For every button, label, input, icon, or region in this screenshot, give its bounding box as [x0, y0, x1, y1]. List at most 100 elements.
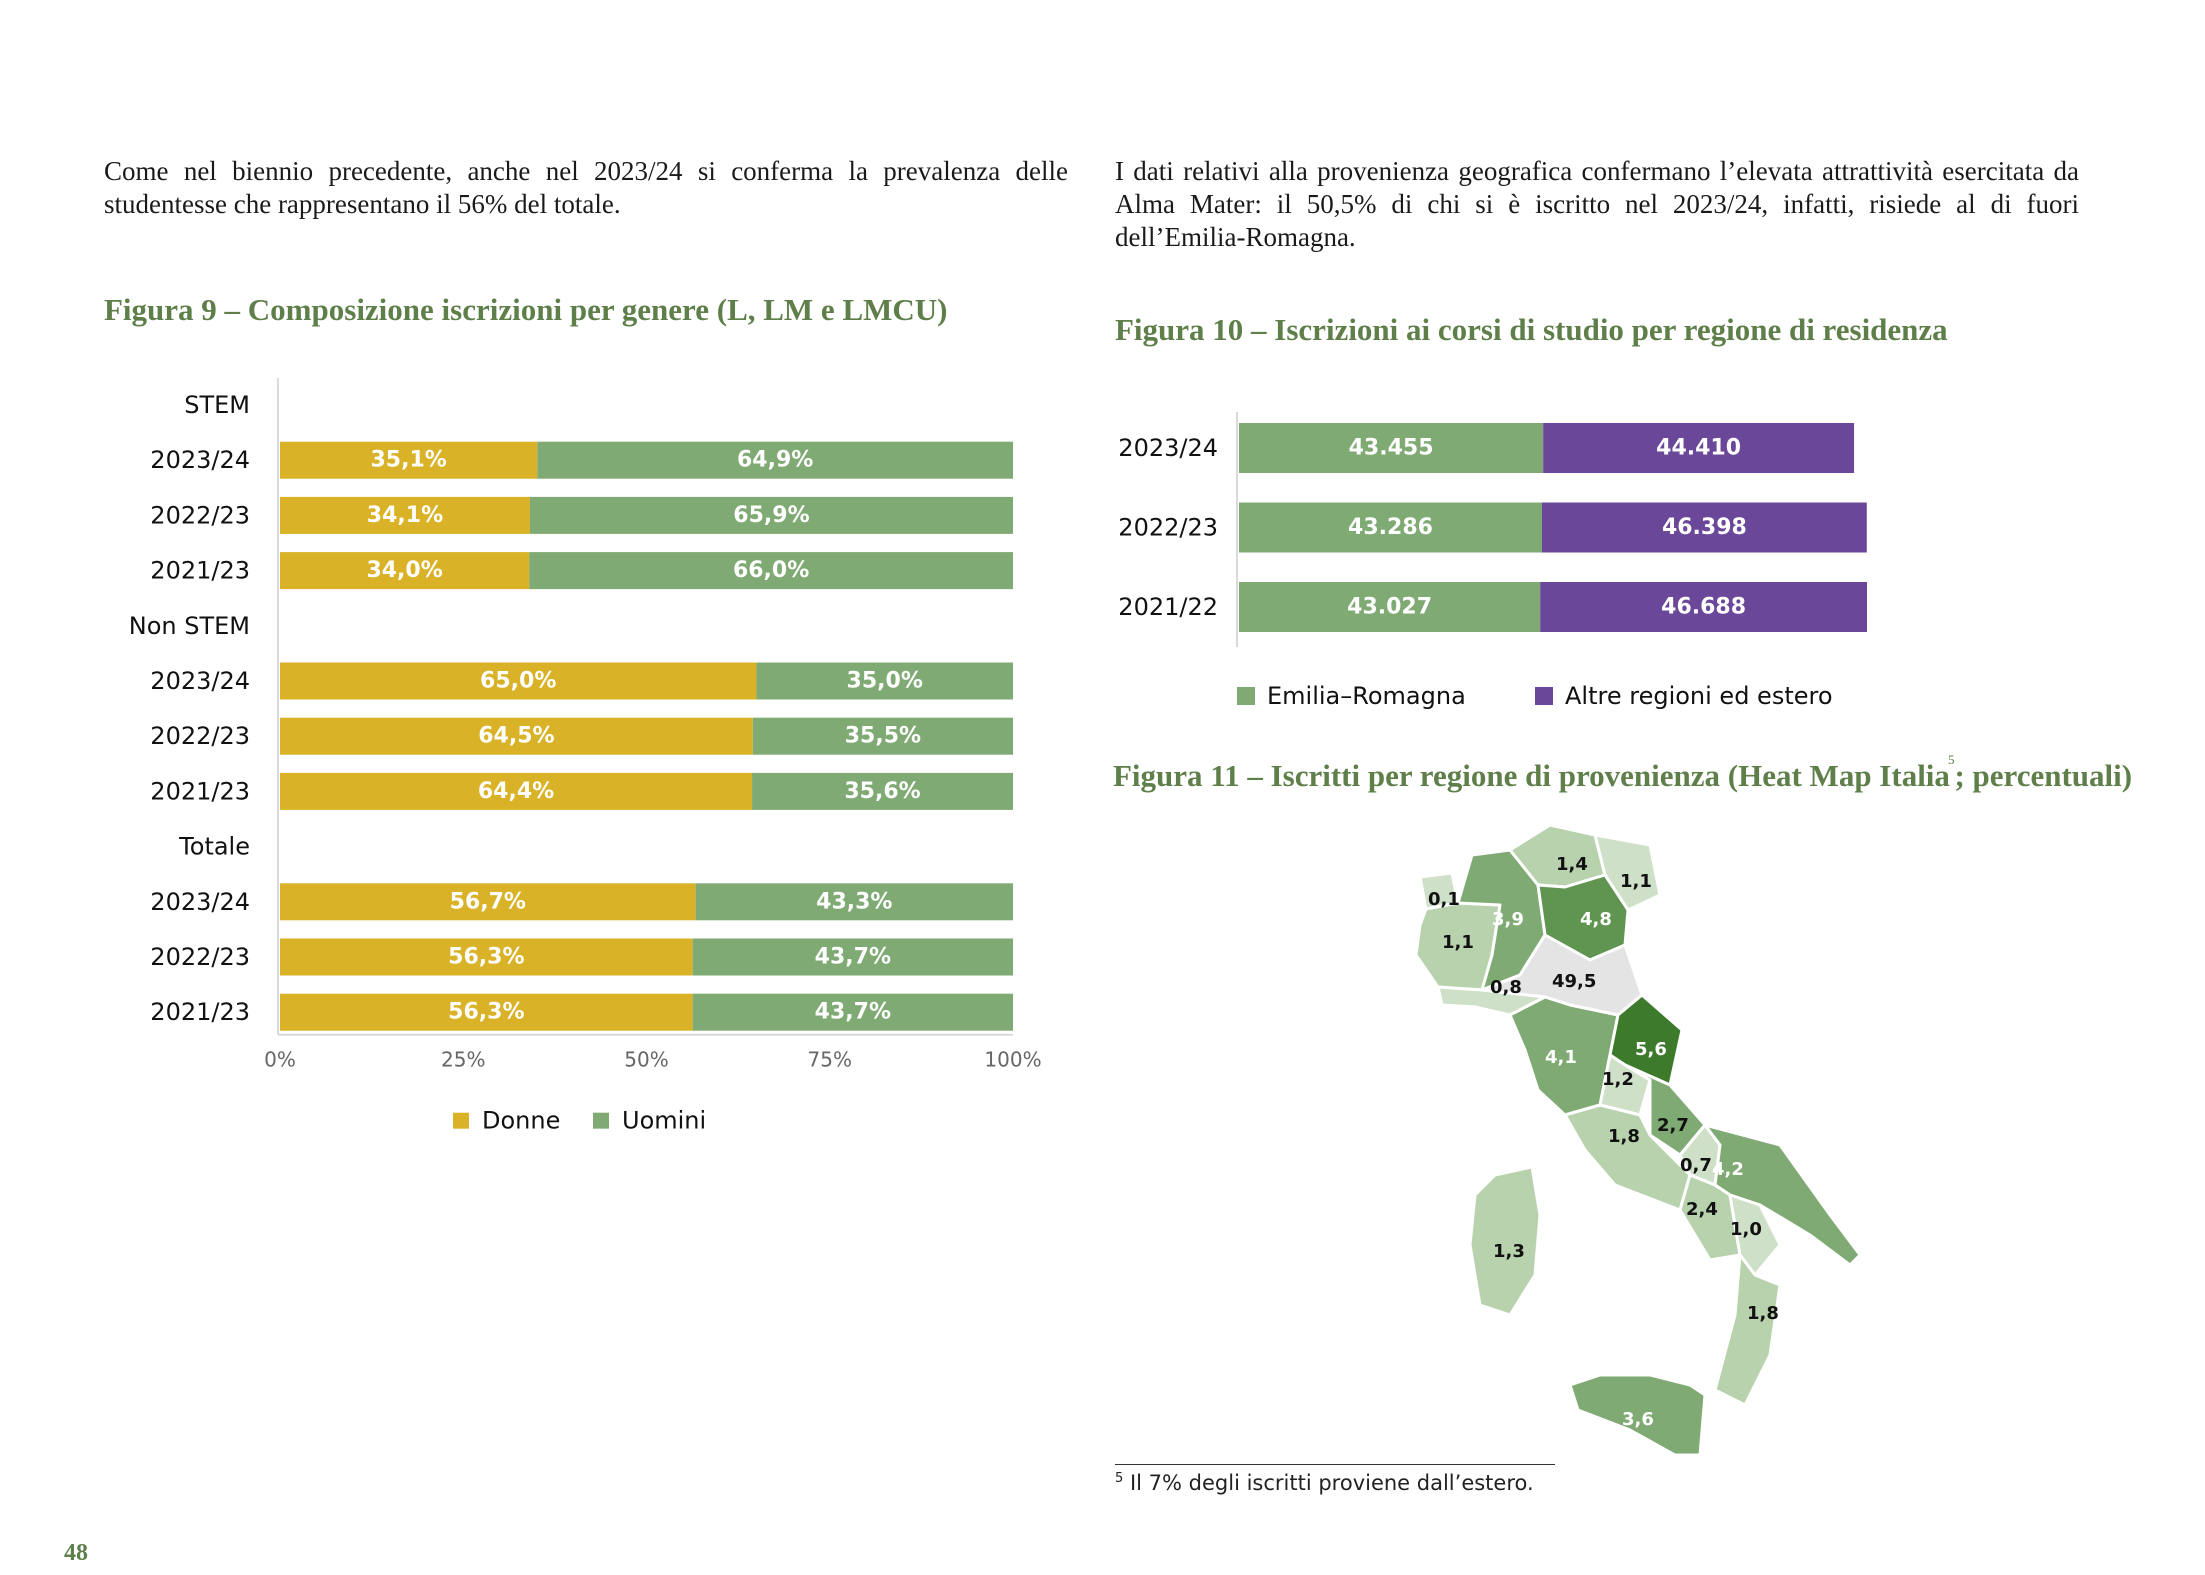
- value-donne-g2-r0: 56,7%: [450, 889, 526, 914]
- legend-label-donne: Donne: [482, 1107, 560, 1135]
- label-lazio: 1,8: [1608, 1126, 1640, 1147]
- fig10-legend-label-altre: Altre regioni ed estero: [1565, 682, 1833, 710]
- label-veneto: 4,8: [1580, 909, 1612, 930]
- fig10-bar-emilia-1: [1239, 502, 1543, 553]
- bar-uomini-g2-r1: [692, 938, 1013, 976]
- row-label-g0-r1: 2022/23: [150, 501, 250, 529]
- fig10-category-1: 2022/23: [1118, 514, 1218, 542]
- fig10-bar-emilia-2: [1239, 582, 1541, 632]
- label-umbria: 1,2: [1602, 1069, 1634, 1090]
- value-uomini-g2-r0: 43,3%: [816, 889, 892, 914]
- label-basilicata: 1,0: [1730, 1219, 1762, 1240]
- label-toscana: 4,1: [1545, 1047, 1577, 1068]
- fig10-bar-emilia-0: [1239, 423, 1544, 473]
- fig10-value-altre-1: 46.398: [1662, 515, 1747, 540]
- value-donne-g1-r0: 65,0%: [480, 669, 556, 694]
- fig10-category-2: 2021/22: [1118, 593, 1218, 621]
- legend-swatch-donne: [453, 1112, 469, 1129]
- value-donne-g1-r1: 64,5%: [478, 724, 554, 749]
- row-label-g2-r0: 2023/24: [150, 888, 250, 916]
- fig10-value-altre-2: 46.688: [1661, 595, 1746, 620]
- bar-uomini-g0-r1: [529, 496, 1013, 534]
- value-uomini-g0-r2: 66,0%: [733, 558, 809, 583]
- italy-map: [1414, 823, 1862, 1457]
- value-donne-g1-r2: 64,4%: [478, 779, 554, 804]
- bar-donne-g0-r0: [280, 441, 538, 479]
- label-trentino: 1,4: [1556, 854, 1588, 875]
- footnote: 5 Il 7% degli iscritti proviene dall’est…: [1115, 1471, 1534, 1495]
- value-uomini-g1-r2: 35,6%: [844, 779, 920, 804]
- label-abruzzo: 2,7: [1657, 1115, 1689, 1136]
- x-tick-2: 50%: [624, 1048, 668, 1072]
- value-uomini-g0-r1: 65,9%: [733, 503, 809, 528]
- group-label-non-stem: Non STEM: [129, 612, 250, 640]
- value-donne-g0-r1: 34,1%: [367, 503, 443, 528]
- label-molise: 0,7: [1680, 1155, 1712, 1176]
- fig10-legend-label-emilia: Emilia–Romagna: [1267, 682, 1466, 710]
- footnote-reference: 5: [1947, 752, 1955, 767]
- figure-11-map: 0,1 1,1 0,8 3,9 1,4 1,1 4,8 49,5 4,1 5,6…: [1414, 823, 1862, 1457]
- row-label-g1-r2: 2021/23: [150, 777, 250, 805]
- value-uomini-g2-r2: 43,7%: [815, 1000, 891, 1025]
- figure-11-title-text: Figura 11 – Iscritti per regione di prov…: [1113, 758, 1950, 793]
- region-umbria: [1598, 1053, 1652, 1117]
- region-puglia: [1703, 1123, 1862, 1267]
- row-label-g2-r1: 2022/23: [150, 943, 250, 971]
- label-sardegna: 1,3: [1493, 1241, 1525, 1262]
- figure-11-title: Figura 11 – Iscritti per regione di prov…: [1113, 752, 2132, 794]
- label-marche: 5,6: [1635, 1039, 1667, 1060]
- bar-uomini-g2-r0: [695, 883, 1013, 921]
- left-paragraph: Come nel biennio precedente, anche nel 2…: [104, 156, 1068, 219]
- bar-donne-g2-r1: [280, 938, 693, 976]
- label-lombardia: 3,9: [1492, 909, 1524, 930]
- footnote-text: Il 7% degli iscritti proviene dall’ester…: [1123, 1471, 1534, 1495]
- value-donne-g0-r2: 34,0%: [366, 558, 442, 583]
- region-basilicata: [1728, 1193, 1782, 1277]
- map-labels: 0,1 1,1 0,8 3,9 1,4 1,1 4,8 49,5 4,1 5,6…: [1428, 854, 1779, 1430]
- bar-donne-g0-r1: [280, 496, 530, 534]
- label-piemonte: 1,1: [1442, 932, 1474, 953]
- bar-donne-g0-r2: [280, 552, 530, 590]
- bar-uomini-g2-r2: [692, 993, 1013, 1031]
- value-uomini-g1-r1: 35,5%: [845, 724, 921, 749]
- fig10-legend-swatch-emilia: [1237, 687, 1255, 705]
- fig10-value-emilia-1: 43.286: [1348, 515, 1433, 540]
- bar-donne-g1-r1: [280, 717, 753, 755]
- value-uomini-g1-r0: 35,0%: [847, 669, 923, 694]
- bar-uomini-g1-r1: [752, 717, 1013, 755]
- value-uomini-g0-r0: 64,9%: [737, 448, 813, 473]
- value-donne-g2-r2: 56,3%: [448, 1000, 524, 1025]
- fig10-value-emilia-0: 43.455: [1349, 436, 1434, 461]
- label-puglia: 4,2: [1712, 1159, 1744, 1180]
- figure-10-title: Figura 10 – Iscrizioni ai corsi di studi…: [1115, 312, 1948, 347]
- label-calabria: 1,8: [1747, 1303, 1779, 1324]
- label-emilia-romagna: 49,5: [1552, 971, 1596, 992]
- figure-9-chart: STEM 2023/24 35,1% 64,9% 2022/23 34,1% 65,9% 20…: [129, 378, 1042, 1135]
- bar-uomini-g0-r2: [529, 552, 1013, 590]
- footnote-mark: 5: [1115, 1471, 1124, 1486]
- fig10-legend-swatch-altre: [1535, 687, 1553, 705]
- bar-uomini-g0-r0: [537, 441, 1013, 479]
- region-sicilia: [1568, 1373, 1707, 1457]
- label-sicilia: 3,6: [1622, 1409, 1654, 1430]
- legend-label-uomini: Uomini: [622, 1107, 706, 1135]
- footnote-rule: [1115, 1464, 1555, 1465]
- bar-donne-g1-r0: [280, 662, 757, 700]
- figure-11-title-end: ; percentuali): [1954, 758, 2133, 793]
- row-label-g0-r0: 2023/24: [150, 446, 250, 474]
- row-label-g1-r0: 2023/24: [150, 667, 250, 695]
- bar-donne-g1-r2: [280, 772, 753, 810]
- row-label-g2-r2: 2021/23: [150, 998, 250, 1026]
- x-tick-3: 75%: [808, 1048, 852, 1072]
- label-liguria: 0,8: [1490, 977, 1522, 998]
- legend-swatch-uomini: [593, 1112, 609, 1129]
- x-tick-0: 0%: [264, 1048, 296, 1072]
- value-uomini-g2-r1: 43,7%: [815, 945, 891, 970]
- fig10-value-altre-0: 44.410: [1656, 436, 1741, 461]
- label-valle-d-aosta: 0,1: [1428, 889, 1460, 910]
- fig10-bar-altre-2: [1540, 582, 1868, 632]
- fig10-value-emilia-2: 43.027: [1347, 595, 1432, 620]
- bar-uomini-g1-r2: [752, 772, 1013, 810]
- label-campania: 2,4: [1686, 1199, 1718, 1220]
- region-calabria: [1713, 1253, 1782, 1407]
